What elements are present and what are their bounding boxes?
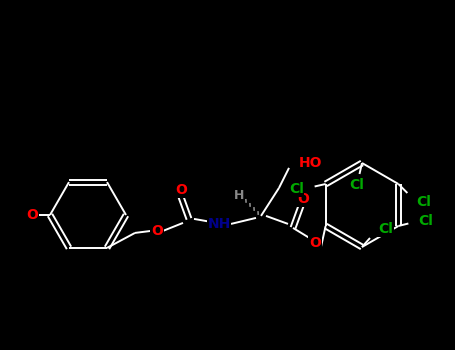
- Text: O: O: [309, 236, 321, 250]
- Text: Cl: Cl: [416, 195, 431, 209]
- Text: Cl: Cl: [378, 222, 393, 236]
- Text: O: O: [175, 183, 187, 197]
- Text: O: O: [151, 224, 163, 238]
- Text: Cl: Cl: [419, 214, 433, 228]
- Text: H: H: [234, 189, 244, 202]
- Text: O: O: [297, 192, 309, 206]
- Text: Cl: Cl: [349, 178, 364, 192]
- Text: O: O: [26, 208, 38, 222]
- Text: NH: NH: [207, 217, 231, 231]
- Text: Cl: Cl: [289, 182, 303, 196]
- Text: HO: HO: [299, 156, 323, 170]
